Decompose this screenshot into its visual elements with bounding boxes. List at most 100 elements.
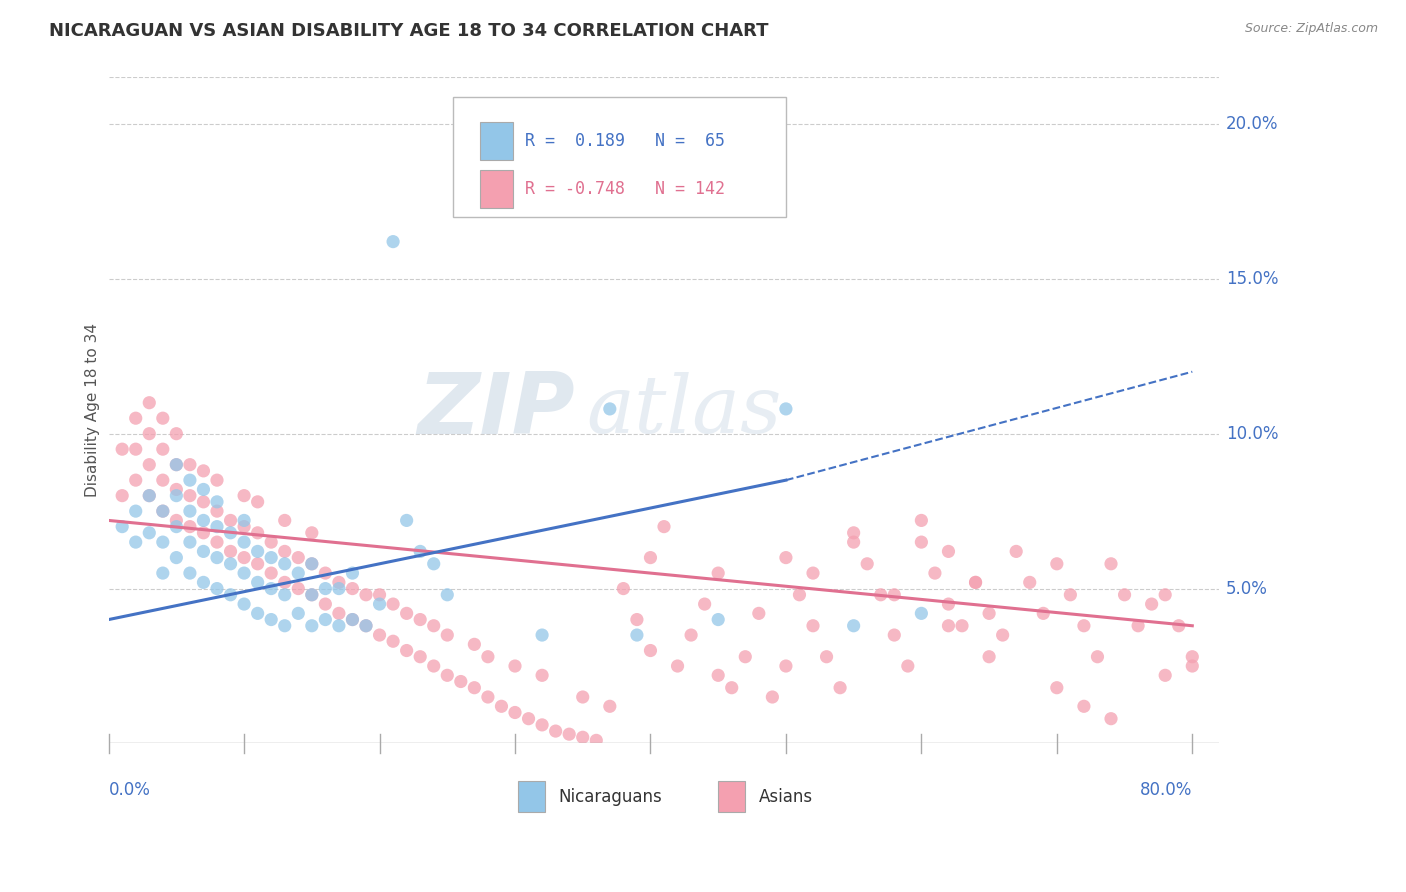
Point (165, 458, 187, 472)
Point (205, 504, 228, 518)
Point (165, 519, 187, 533)
Point (287, 566, 309, 580)
Point (681, 628, 703, 642)
Point (301, 588, 323, 602)
Text: ZIP: ZIP (418, 369, 575, 452)
Point (152, 566, 174, 580)
Point (531, 628, 554, 642)
Point (193, 544, 215, 558)
Point (409, 544, 432, 558)
Point (1126, 619, 1149, 633)
Point (950, 619, 973, 633)
Point (328, 619, 350, 633)
Point (368, 588, 391, 602)
Point (382, 597, 405, 611)
Point (436, 588, 458, 602)
Point (965, 575, 987, 590)
Point (193, 575, 215, 590)
Point (179, 504, 201, 518)
Point (1046, 557, 1069, 571)
Point (463, 681, 485, 695)
Point (301, 619, 323, 633)
Point (626, 613, 648, 627)
Point (599, 699, 621, 714)
Point (152, 411, 174, 425)
Point (612, 582, 634, 596)
Point (165, 426, 187, 441)
Point (125, 442, 148, 457)
Point (910, 607, 932, 621)
Point (640, 643, 662, 657)
Point (1154, 588, 1177, 602)
Text: Nicaraguans: Nicaraguans (558, 788, 662, 805)
Point (368, 628, 391, 642)
Point (1046, 681, 1069, 695)
Point (274, 513, 297, 527)
Point (301, 557, 323, 571)
Point (436, 668, 458, 682)
Point (856, 557, 879, 571)
Point (165, 489, 187, 503)
Point (193, 513, 215, 527)
Point (1087, 649, 1109, 664)
Point (233, 566, 256, 580)
Point (1018, 575, 1040, 590)
Text: NICARAGUAN VS ASIAN DISABILITY AGE 18 TO 34 CORRELATION CHART: NICARAGUAN VS ASIAN DISABILITY AGE 18 TO… (49, 22, 769, 40)
Point (1181, 659, 1204, 673)
Point (233, 535, 256, 549)
Point (1099, 712, 1122, 726)
Point (842, 525, 865, 540)
Point (274, 557, 297, 571)
Point (246, 575, 269, 590)
Text: 80.0%: 80.0% (1140, 780, 1192, 798)
Text: 5.0%: 5.0% (1226, 580, 1268, 598)
Point (395, 513, 418, 527)
Point (301, 557, 323, 571)
Text: 10.0%: 10.0% (1226, 425, 1278, 442)
Point (260, 535, 283, 549)
Point (775, 659, 797, 673)
Point (111, 489, 134, 503)
Point (558, 727, 581, 741)
Point (720, 681, 742, 695)
Point (869, 588, 891, 602)
Point (422, 557, 444, 571)
Point (287, 582, 309, 596)
Point (125, 473, 148, 487)
Point (246, 544, 269, 558)
Point (233, 489, 256, 503)
Point (314, 597, 336, 611)
Point (938, 597, 960, 611)
Point (219, 588, 242, 602)
Point (219, 557, 242, 571)
Text: atlas: atlas (586, 372, 782, 450)
Point (938, 544, 960, 558)
Point (1032, 607, 1054, 621)
Point (219, 544, 242, 558)
Point (314, 613, 336, 627)
Point (138, 489, 160, 503)
Point (274, 588, 297, 602)
Point (924, 566, 946, 580)
Point (193, 525, 215, 540)
Point (789, 588, 811, 602)
Point (205, 519, 228, 533)
FancyBboxPatch shape (718, 781, 745, 813)
Point (436, 628, 458, 642)
Point (775, 401, 797, 416)
Point (287, 607, 309, 621)
Point (652, 519, 675, 533)
Point (274, 575, 297, 590)
Point (260, 566, 283, 580)
Point (910, 535, 932, 549)
Point (165, 513, 187, 527)
Point (354, 588, 377, 602)
Point (571, 731, 593, 745)
Point (328, 607, 350, 621)
Point (748, 607, 770, 621)
Point (138, 395, 160, 409)
Point (205, 473, 228, 487)
Point (179, 473, 201, 487)
Point (1073, 699, 1095, 714)
Text: 0.0%: 0.0% (108, 780, 150, 798)
